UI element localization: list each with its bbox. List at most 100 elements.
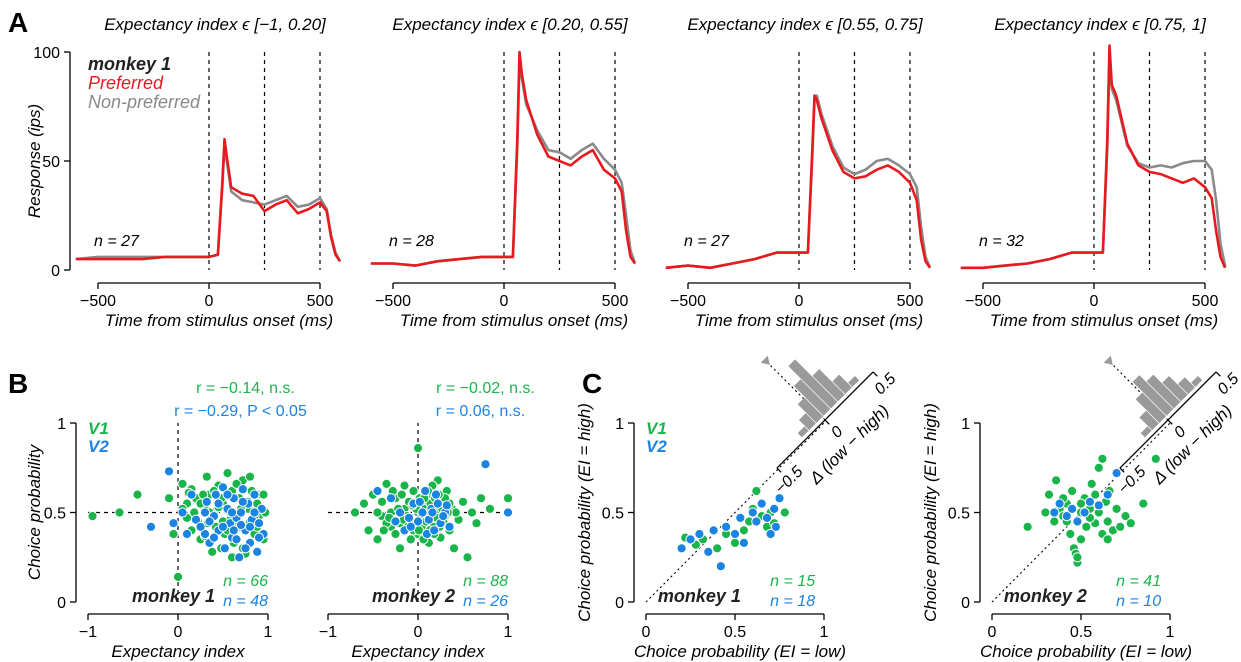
point-v2 [1072,516,1083,527]
y-axis-label: Choice probability [25,443,44,580]
inset-bar [798,413,816,431]
inset-bar [1191,375,1203,387]
monkey-label: monkey 2 [1004,586,1087,606]
x-tick-label: 0.5 [1070,624,1092,641]
point-v1 [471,518,482,529]
point-v2 [756,498,767,509]
point-v2 [417,507,428,518]
x-tick-label: 500 [1192,293,1219,310]
psth-subplot-1: Expectancy index ϵ [−1, 0.20] 0 50 100 Respo… [25,15,342,330]
point-v1 [207,546,218,558]
point-v2 [240,543,251,554]
point-v1 [390,528,401,540]
y-tick-label: 0 [615,595,624,612]
point-v1 [448,543,460,554]
point-v1 [349,507,361,518]
y-tick-label: 100 [33,45,60,62]
inset-tick [1215,371,1221,377]
n-label-v1: n = 15 [770,573,815,590]
x-axis-label: Time from stimulus onset (ms) [695,311,923,330]
inset-bar [797,397,824,423]
inset-triangle-marker [1103,355,1113,365]
point-v2 [444,521,455,532]
point-v2 [217,482,229,493]
point-v2 [204,516,215,527]
point-v2 [186,489,197,500]
point-v2 [1111,468,1122,479]
inset-tick [824,419,830,425]
point-v1 [502,493,514,504]
point-v2 [774,493,785,504]
unity-line [645,422,825,603]
point-v2 [195,521,206,532]
point-v2 [252,546,263,558]
point-v2 [694,528,705,540]
y-tick-label: 1 [961,416,970,433]
psth-title: Expectancy index ϵ [0.55, 0.75] [687,15,924,34]
point-v2 [1049,507,1060,518]
x-tick-label: 0 [205,293,214,310]
point-v1 [462,552,473,563]
point-v1 [484,503,496,514]
point-v2 [432,498,443,509]
point-v2 [770,521,782,532]
y-tick-label: 1 [57,416,66,433]
point-v2 [735,512,746,524]
point-v2 [1102,489,1113,500]
x-tick-label: 1 [1166,624,1175,641]
point-v1 [114,507,125,518]
y-tick-label: 1 [615,416,624,433]
x-tick-label: 0 [174,624,183,641]
y-tick-label: 0.5 [948,506,970,523]
point-v2 [429,525,440,536]
point-v2 [210,489,221,500]
point-v1 [475,493,487,504]
point-v1 [1081,521,1092,532]
point-v2 [249,489,260,500]
legend-v1: V1 [88,419,109,438]
point-v1 [1097,453,1108,464]
panel-label-c: C [582,368,602,399]
point-v1 [132,489,143,500]
inset-tick [776,467,782,473]
point-v2 [412,516,424,527]
point-v2 [708,525,719,536]
psth-title: Expectancy index ϵ [−1, 0.20] [104,15,327,34]
point-v1 [1120,510,1131,522]
inset-bar [1178,377,1195,395]
point-v1 [1093,462,1104,473]
n-label-v1: n = 88 [463,573,508,590]
point-v1 [372,534,383,545]
n-label-v1: n = 41 [1116,573,1161,590]
point-v1 [1086,478,1097,489]
point-v1 [738,525,750,536]
point-v2 [769,503,780,514]
x-tick-label: −500 [965,293,1001,310]
stat-v2: r = 0.06, n.s. [436,403,525,420]
y-tick-label: 0 [961,595,970,612]
x-tick-label: 1 [504,624,513,641]
point-v1 [1115,521,1126,532]
point-v1 [1065,528,1076,540]
point-v2 [168,518,179,529]
point-v1 [1102,534,1113,545]
x-tick-label: 0 [795,293,804,310]
point-v1 [405,534,416,545]
point-v2 [163,466,175,477]
point-v1 [168,528,179,540]
y-tick-label: 0.5 [44,506,66,523]
point-v2 [244,521,256,532]
inset-bar [797,426,809,438]
legend-v2: V2 [646,437,667,456]
point-v2 [249,507,260,518]
point-v2 [703,546,714,558]
monkey-label: monkey 1 [132,586,215,606]
point-v2 [1061,510,1072,522]
series-preferred-line [75,137,342,263]
n-label-v2: n = 10 [1116,593,1161,610]
legend-v2: V2 [88,437,109,456]
point-v2 [231,534,242,545]
n-label-v2: n = 48 [223,593,268,610]
point-v2 [729,528,741,540]
